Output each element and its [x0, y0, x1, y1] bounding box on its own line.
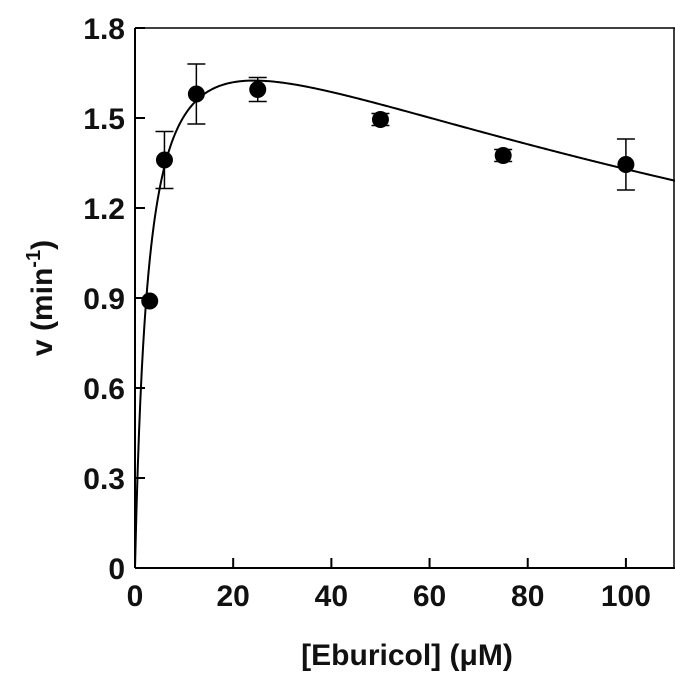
y-tick-label: 0.6: [83, 373, 125, 406]
x-tick-label: 40: [315, 580, 348, 613]
y-axis-title: v (min-1): [23, 240, 59, 356]
y-tick-label: 0.9: [83, 283, 125, 316]
data-point: [155, 151, 173, 169]
y-tick-label: 1.2: [83, 193, 125, 226]
y-tick-label: 0: [108, 553, 125, 586]
data-point: [494, 147, 512, 164]
axes: [134, 27, 675, 569]
y-axis-title-superscript: -1: [23, 250, 45, 268]
x-tick-label: 20: [216, 580, 249, 613]
y-axis-title-main: v (min: [26, 268, 59, 356]
data-point: [617, 156, 635, 173]
y-axis-title-close: ): [26, 240, 59, 250]
y-tick-label: 0.3: [83, 463, 125, 496]
ticks: 0 20 40 60 80 100 0 0.3 0.6 0.9 1.2 1.5 1.8: [83, 13, 651, 613]
fit-curve-group: [134, 79, 675, 569]
y-tick-label: 1.8: [83, 13, 125, 46]
x-tick-label: 60: [413, 580, 446, 613]
x-axis-title: [Eburicol] (μM): [301, 639, 513, 672]
x-tick-label: 100: [601, 580, 651, 613]
data-point: [371, 111, 389, 128]
fit-curve: [134, 79, 675, 569]
y-tick-label: 1.5: [83, 103, 125, 136]
data-points: [141, 63, 635, 310]
x-tick-label: 0: [127, 580, 144, 613]
data-point: [187, 85, 205, 103]
x-tick-label: 80: [511, 580, 544, 613]
data-point: [141, 292, 159, 310]
data-point: [249, 81, 267, 98]
